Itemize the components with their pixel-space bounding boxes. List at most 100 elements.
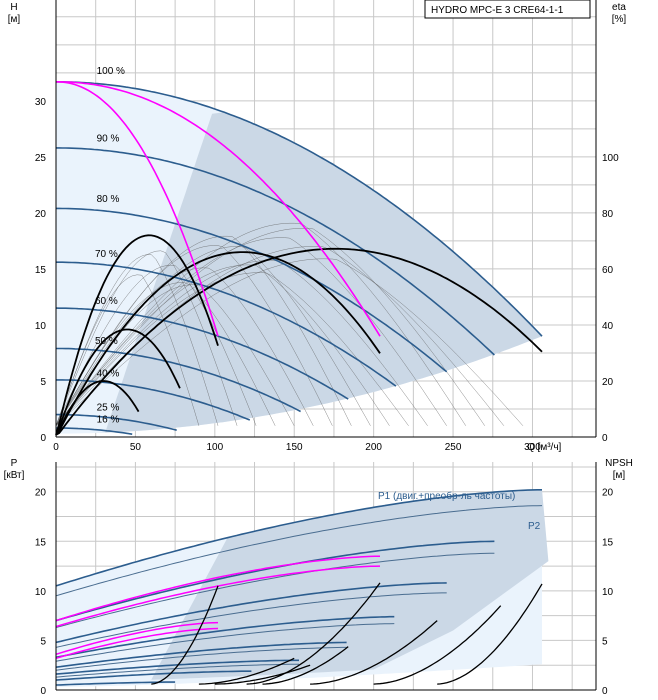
operating-region-dark <box>94 112 542 434</box>
speed-label: 25 % <box>97 402 120 413</box>
efficiency-thin-curve <box>55 237 447 426</box>
npsh-tick-label: 15 <box>602 537 614 548</box>
magenta-power-curve-1 <box>55 555 380 622</box>
speed-curve-16 <box>56 427 133 435</box>
y-left-tick-label: 5 <box>40 377 46 388</box>
efficiency-thin-curve <box>55 228 486 426</box>
p1-curve-5 <box>55 641 347 668</box>
y-left-tick-label: 30 <box>35 97 47 108</box>
efficiency-thin-curve <box>55 264 257 426</box>
title-box <box>424 0 591 19</box>
control-curve-2 <box>56 81 381 337</box>
chart-title: HYDRO MPC-E 3 CRE64-1-1 <box>431 5 564 16</box>
speed-label: 40 % <box>97 369 120 380</box>
p-axis-unit: [кВт] <box>4 470 25 481</box>
magenta-power-curve-4 <box>55 627 219 660</box>
speed-label: 16 % <box>97 415 120 426</box>
power-panel: 0 5 10 15 20 0 5 10 15 20 P[кВт] NPSH[м] P1 (двиг.+п… <box>4 458 633 697</box>
p1-curve-3 <box>55 582 447 644</box>
p1-curve-7 <box>55 670 252 681</box>
p-axis-title: P <box>11 458 18 469</box>
efficiency-curve-3 <box>55 234 219 436</box>
x-tick-label: 200 <box>365 442 382 453</box>
p-tick-label: 10 <box>35 587 47 598</box>
npsh-tick-label: 20 <box>602 488 614 499</box>
control-curve-1 <box>55 81 219 337</box>
p-tick-label: 15 <box>35 537 47 548</box>
efficiency-thin-curve <box>55 272 409 426</box>
npsh-tick-label: 0 <box>602 686 608 697</box>
npsh-curve-2 <box>246 582 381 685</box>
p2-curve-2 <box>55 552 495 628</box>
x-tick-label: 100 <box>206 442 223 453</box>
npsh-axis-unit: [м] <box>613 470 626 481</box>
p-tick-label: 5 <box>40 636 46 647</box>
efficiency-thin-curve <box>55 254 219 426</box>
speed-curve-25 <box>56 413 177 431</box>
p1-curve-8 <box>55 681 176 686</box>
speed-label: 60 % <box>95 296 118 307</box>
speed-curve-40 <box>56 379 251 421</box>
efficiency-thin-curve <box>55 245 333 426</box>
npsh-curve-7 <box>262 646 349 685</box>
series-label-p1: P1 (двиг.+преобр-ль частоты) <box>378 490 515 502</box>
speed-label: 100 % <box>97 66 125 77</box>
npsh-curve-1 <box>151 585 219 685</box>
npsh-curve-8 <box>214 664 311 685</box>
efficiency-thin-curve <box>55 267 314 426</box>
y-left-tick-label: 0 <box>40 433 46 444</box>
p1-curve-4 <box>55 615 395 659</box>
y-right-tick-label: 80 <box>602 209 614 220</box>
y-left-tick-label: 25 <box>35 153 47 164</box>
p2-curve-1 <box>55 505 543 597</box>
head-panel: 0 50 100 150 200 250 3000510152025300204060801… <box>8 0 626 453</box>
speed-curve-100 <box>56 81 543 337</box>
speed-label: 80 % <box>97 194 120 205</box>
p2-curve-3 <box>55 592 447 648</box>
y-right-tick-label: 100 <box>602 153 619 164</box>
speed-curve-60 <box>55 307 349 400</box>
y-left-tick-label: 20 <box>35 209 47 220</box>
npsh-curve-3 <box>310 620 438 685</box>
p1-curve-1 <box>55 489 542 587</box>
npsh-tick-label: 5 <box>602 636 608 647</box>
y-right-tick-label: 20 <box>602 377 614 388</box>
y-left-tick-label: 15 <box>35 265 47 276</box>
p-tick-label: 0 <box>40 686 46 697</box>
npsh-tick-label: 10 <box>602 587 614 598</box>
efficiency-thin-curve <box>55 264 390 426</box>
x-tick-label: 250 <box>445 442 462 453</box>
y-right-tick-label: 0 <box>602 433 608 444</box>
x-tick-label: 150 <box>286 442 303 453</box>
speed-curve-90 <box>56 147 495 356</box>
magenta-power-curve-3 <box>55 621 219 656</box>
speed-label: 50 % <box>95 336 118 347</box>
speed-label: 90 % <box>97 133 120 144</box>
efficiency-thin-curve <box>55 222 467 426</box>
y-left-axis-title: H <box>10 2 17 13</box>
efficiency-thin-curve <box>55 260 428 426</box>
efficiency-curve-5 <box>55 247 543 436</box>
npsh-curve-6 <box>198 657 295 685</box>
efficiency-thin-curve <box>55 235 352 426</box>
speed-curve-80 <box>56 207 448 373</box>
x-axis-title: Q [м³/ч] <box>527 442 562 453</box>
p2-curve-4 <box>55 623 395 662</box>
x-tick-label: 0 <box>53 442 59 453</box>
y-right-axis-title: eta <box>612 2 626 13</box>
speed-label: 70 % <box>95 249 118 260</box>
npsh-curve-5 <box>437 583 543 685</box>
y-left-tick-label: 10 <box>35 321 47 332</box>
series-label-p2: P2 <box>528 521 541 532</box>
x-tick-label: 50 <box>130 442 142 453</box>
y-left-axis-unit: [м] <box>8 14 21 25</box>
npsh-curve-4 <box>373 605 502 685</box>
y-right-tick-label: 40 <box>602 321 614 332</box>
efficiency-thin-curve <box>55 250 238 426</box>
x-tick-label: 300 <box>524 442 541 453</box>
efficiency-curve-4 <box>55 251 381 436</box>
p-tick-label: 20 <box>35 488 47 499</box>
p2-curve-5 <box>55 646 347 671</box>
power-region-dark <box>151 489 549 680</box>
